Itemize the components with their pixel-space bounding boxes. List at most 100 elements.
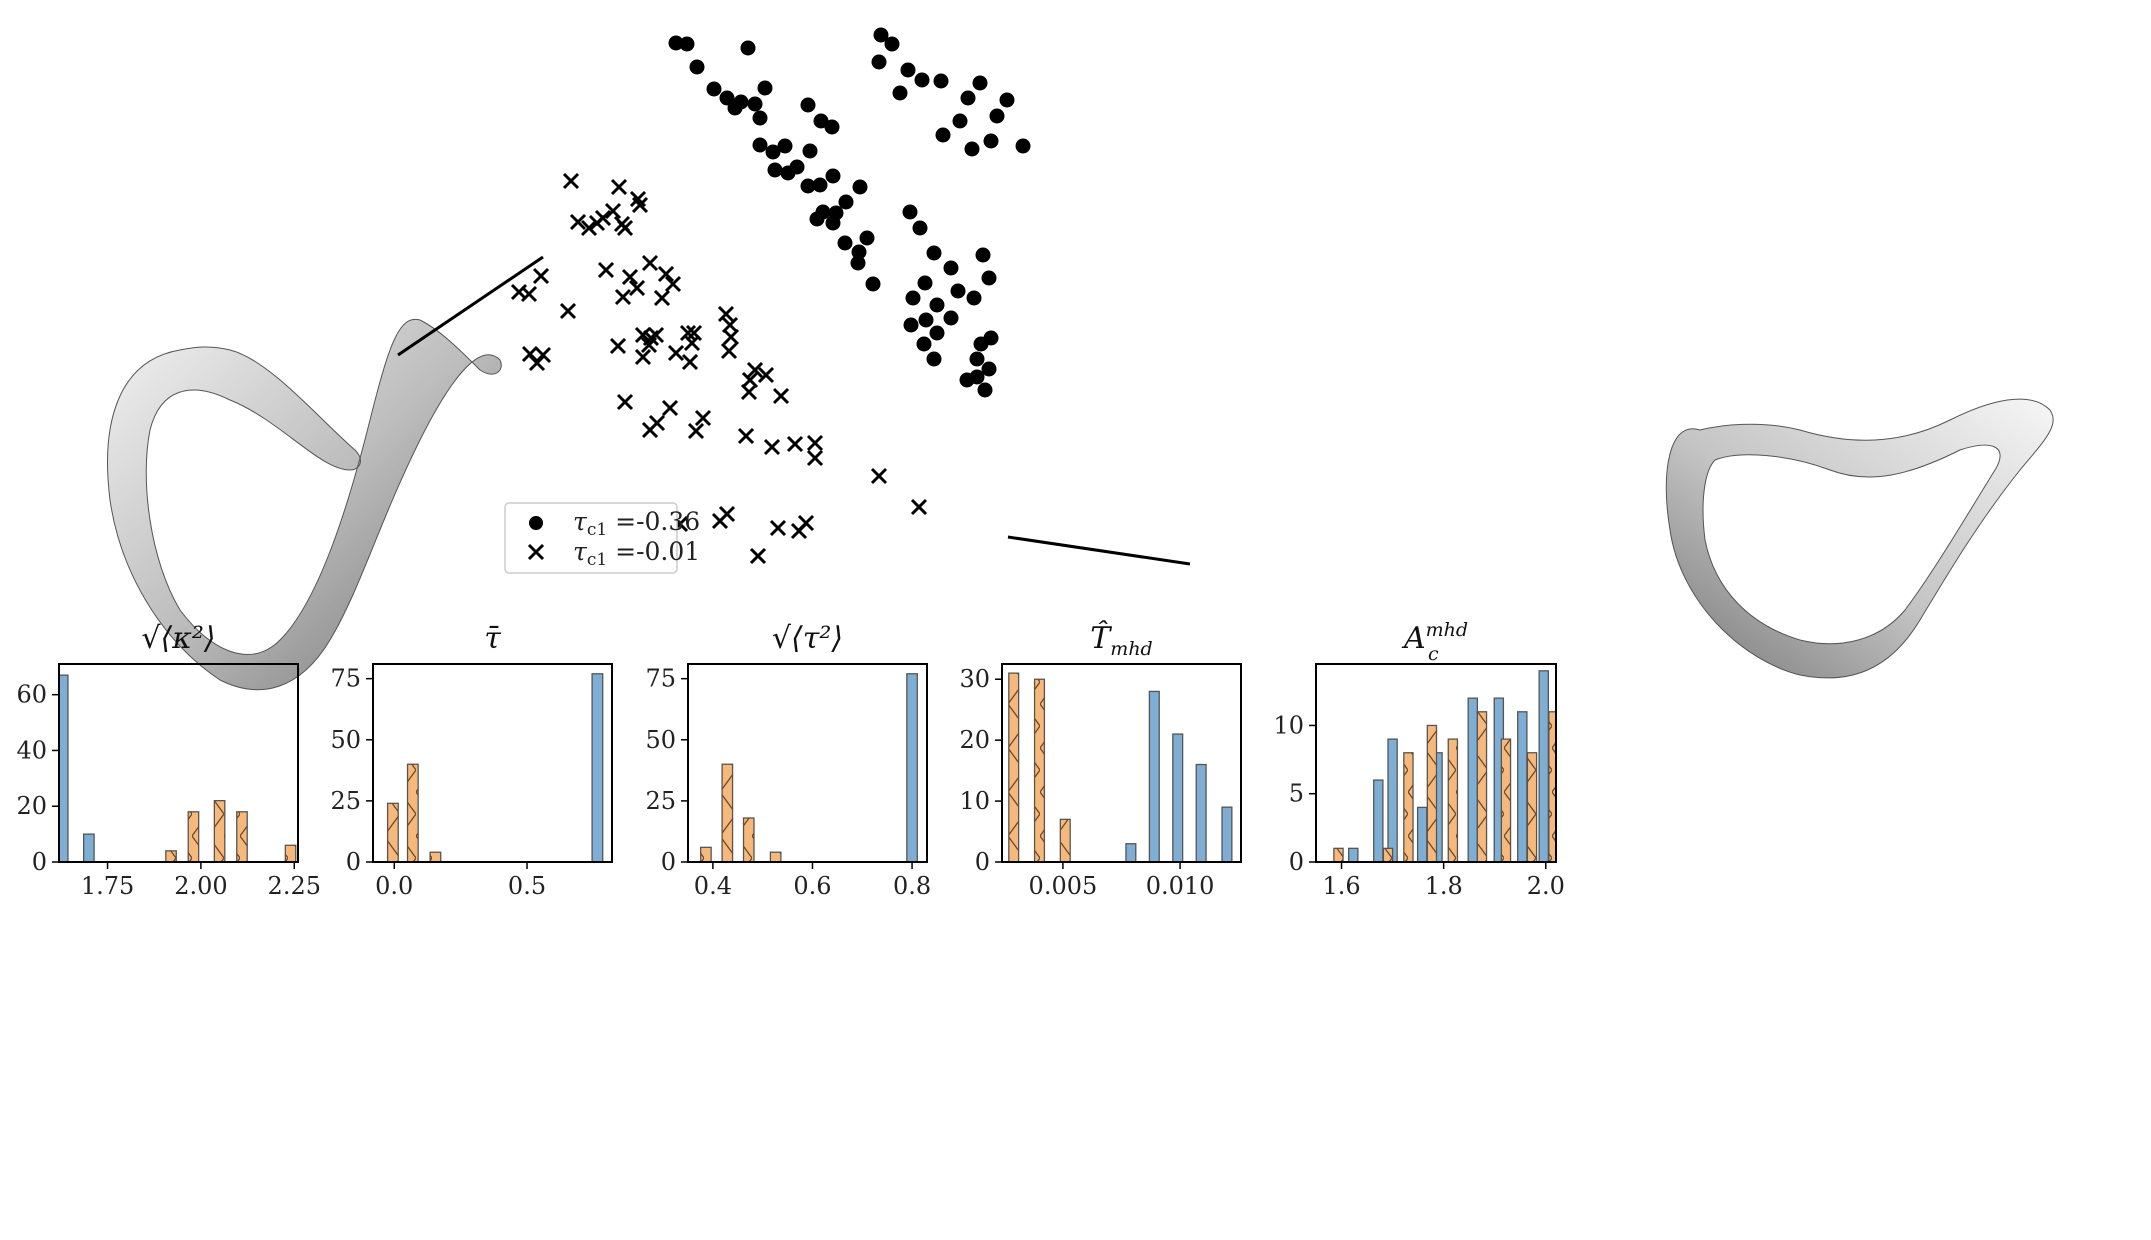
y-tick-label: 0 xyxy=(32,848,47,876)
scatter-point-x xyxy=(769,519,787,537)
histogram-bar-hatch xyxy=(1501,739,1511,862)
histogram-bar-hatch xyxy=(387,803,399,862)
scatter-point-circle xyxy=(900,62,916,78)
scatter-series-2 xyxy=(510,172,928,565)
y-tick-label: 75 xyxy=(645,665,676,693)
y-tick-label: 50 xyxy=(645,726,676,754)
y-tick-label: 40 xyxy=(16,736,47,764)
histogram-bar-blue xyxy=(1221,806,1233,862)
histogram-bar-blue xyxy=(1517,711,1528,862)
scatter-point-x xyxy=(640,336,658,354)
scatter-point-circle xyxy=(689,59,705,75)
histogram-bar-hatch xyxy=(1060,819,1071,862)
histogram-bar-hatch xyxy=(1448,739,1458,862)
scatter-point-x xyxy=(588,214,606,232)
scatter-point-circle xyxy=(865,276,881,292)
x-tick-label: 0.0 xyxy=(375,872,413,900)
scatter-point-circle xyxy=(892,85,908,101)
histogram-bar-hatch xyxy=(700,847,712,862)
x-tick-label: 0.010 xyxy=(1146,872,1215,900)
scatter-point-x xyxy=(806,449,824,467)
scatter-point-circle xyxy=(981,270,997,286)
scatter-point-circle xyxy=(929,297,945,313)
scatter-point-circle xyxy=(902,204,918,220)
scatter-point-x xyxy=(679,324,697,342)
histogram-panel-2: τ̄ 0.0 0.5 0 25 50 75 xyxy=(330,621,613,900)
histogram-bar-hatch xyxy=(1383,848,1393,862)
scatter-point-circle xyxy=(809,211,825,227)
y-tick-label: 10 xyxy=(1273,711,1304,739)
scatter-point-x xyxy=(694,409,712,427)
scatter-point-x xyxy=(740,383,758,401)
histogram-bar-hatch xyxy=(1333,848,1344,862)
scatter-point-circle xyxy=(777,138,793,154)
scatter-point-circle xyxy=(757,80,773,96)
histogram-bar-blue xyxy=(1387,738,1398,862)
histogram-bars xyxy=(1333,670,1556,862)
histogram-bar-blue xyxy=(1172,733,1184,862)
histogram-bar-blue xyxy=(1195,763,1207,862)
histogram-bar-hatch xyxy=(285,845,296,862)
scatter-point-circle xyxy=(973,336,989,352)
scatter-point-circle xyxy=(800,97,816,113)
scatter-point-circle xyxy=(926,351,942,367)
histogram-bars xyxy=(386,673,604,862)
left-ribbon-illustration xyxy=(107,318,502,691)
x-tick-label: 2.25 xyxy=(268,872,321,900)
scatter-plot xyxy=(510,27,1031,565)
scatter-point-circle xyxy=(813,113,829,129)
scatter-point-x xyxy=(653,289,671,307)
x-tick-label: 2.00 xyxy=(174,872,227,900)
histogram-bar-blue xyxy=(1348,847,1359,862)
scatter-point-x xyxy=(631,196,649,214)
histogram-bar-blue xyxy=(1373,779,1384,862)
scatter-point-circle xyxy=(943,310,959,326)
scatter-point-circle xyxy=(950,283,966,299)
scatter-point-circle xyxy=(825,215,841,231)
scatter-point-circle xyxy=(825,168,841,184)
legend-x-marker xyxy=(527,543,545,561)
scatter-point-circle xyxy=(837,235,853,251)
scatter-point-circle xyxy=(999,92,1015,108)
x-tick-label: 0.8 xyxy=(893,872,931,900)
scatter-point-circle xyxy=(740,40,756,56)
scatter-point-circle xyxy=(903,317,919,333)
scatter-point-circle xyxy=(719,90,735,106)
scatter-point-x xyxy=(597,261,615,279)
y-tick-label: 0 xyxy=(1289,848,1304,876)
scatter-point-x xyxy=(763,438,781,456)
scatter-point-circle xyxy=(969,351,985,367)
scatter-point-x xyxy=(772,387,790,405)
scatter-point-circle xyxy=(765,144,781,160)
scatter-point-circle xyxy=(917,275,933,291)
scatter-point-x xyxy=(621,268,639,286)
scatter-point-x xyxy=(562,172,580,190)
histogram-panel-5: Amhd c 1.6 1.8 2.0 0 5 10 xyxy=(1273,619,1564,900)
right-ribbon-illustration xyxy=(1665,398,2054,679)
histogram-bar-hatch xyxy=(188,811,199,862)
scatter-point-x xyxy=(634,348,652,366)
scatter-point-circle xyxy=(916,336,932,352)
scatter-point-x xyxy=(647,326,665,344)
scatter-point-x xyxy=(604,202,622,220)
histogram-bar-hatch xyxy=(1008,673,1019,862)
histogram-title: √⟨τ²⟩ xyxy=(772,621,843,656)
y-tick-label: 0 xyxy=(661,848,676,876)
scatter-point-circle xyxy=(983,133,999,149)
scatter-point-x xyxy=(661,399,679,417)
y-tick-label: 30 xyxy=(959,665,990,693)
scatter-point-x xyxy=(520,285,538,303)
scatter-point-circle xyxy=(972,75,988,91)
scatter-point-x xyxy=(667,344,685,362)
scatter-point-x xyxy=(749,547,767,565)
x-tick-label: 0.6 xyxy=(793,872,831,900)
scatter-point-x xyxy=(641,254,659,272)
histogram-bar-blue xyxy=(591,673,604,862)
y-tick-label: 60 xyxy=(16,681,47,709)
scatter-point-x xyxy=(580,219,598,237)
histogram-bar-hatch xyxy=(1427,725,1437,862)
scatter-point-x xyxy=(664,275,682,293)
scatter-point-circle xyxy=(668,35,684,51)
